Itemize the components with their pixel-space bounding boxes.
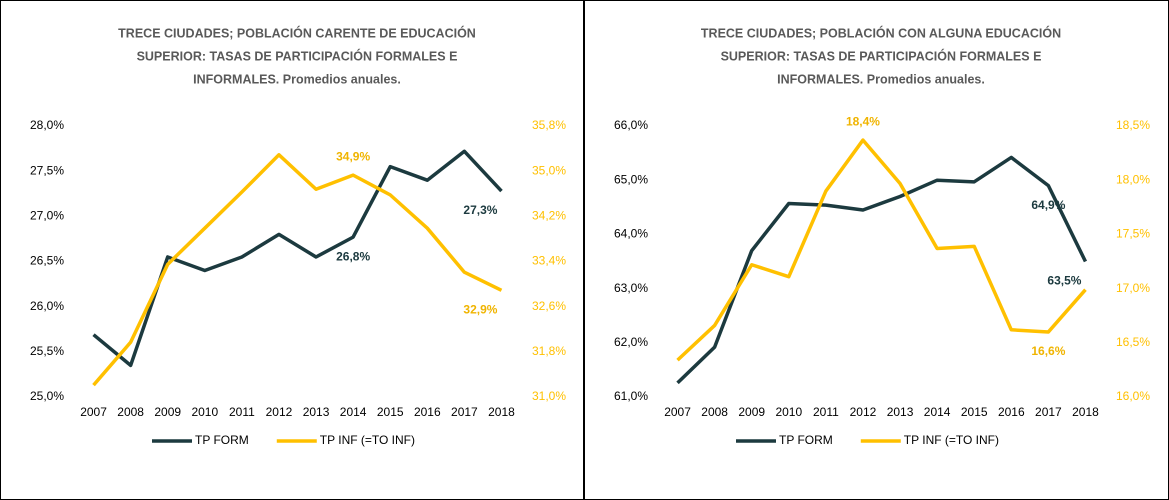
x-tick-label: 2011 <box>813 405 839 419</box>
series-line <box>92 153 503 387</box>
data-label: 34,9% <box>336 149 370 163</box>
x-tick-label: 2010 <box>191 405 218 419</box>
legend-label: TP INF (=TO INF) <box>320 433 415 447</box>
x-tick-label: 2011 <box>229 405 255 419</box>
y2-tick-label: 16,0% <box>1116 389 1150 403</box>
y-tick-label: 26,5% <box>30 254 64 268</box>
data-label: 18,4% <box>846 114 880 128</box>
y-tick-label: 66,0% <box>614 118 648 132</box>
x-tick-label: 2009 <box>154 405 181 419</box>
data-label: 16,6% <box>1031 344 1065 358</box>
y2-tick-label: 17,0% <box>1116 281 1150 295</box>
y-tick-label: 28,0% <box>30 118 64 132</box>
y2-tick-label: 18,5% <box>1116 118 1150 132</box>
x-tick-label: 2012 <box>266 405 293 419</box>
x-tick-label: 2013 <box>887 405 914 419</box>
y2-tick-label: 31,0% <box>532 389 566 403</box>
y-tick-label: 62,0% <box>614 335 648 349</box>
y-tick-label: 61,0% <box>614 389 648 403</box>
y-tick-label: 27,0% <box>30 209 64 223</box>
x-tick-label: 2018 <box>1072 405 1099 419</box>
chart-title: TRECE CIUDADES; POBLACIÓN CON ALGUNA EDU… <box>701 25 1061 40</box>
y2-tick-label: 35,0% <box>532 163 566 177</box>
x-tick-label: 2015 <box>961 405 988 419</box>
y2-tick-label: 16,5% <box>1116 335 1150 349</box>
y2-tick-label: 32,6% <box>532 299 566 313</box>
y2-tick-label: 33,4% <box>532 254 566 268</box>
x-tick-label: 2007 <box>664 405 691 419</box>
chart-title: INFORMALES. Promedios anuales. <box>777 72 985 86</box>
y-tick-label: 63,0% <box>614 281 648 295</box>
y2-tick-label: 35,8% <box>532 118 566 132</box>
series-line <box>676 155 1088 385</box>
x-tick-label: 2008 <box>701 405 728 419</box>
y2-tick-label: 31,8% <box>532 344 566 358</box>
x-tick-label: 2016 <box>414 405 441 419</box>
data-label: 64,9% <box>1031 198 1065 212</box>
x-tick-label: 2008 <box>117 405 144 419</box>
chart-title: INFORMALES. Promedios anuales. <box>193 72 401 86</box>
data-label: 26,8% <box>336 249 370 263</box>
data-label: 32,9% <box>463 302 497 316</box>
data-label: 27,3% <box>463 203 497 217</box>
chart-title: SUPERIOR: TASAS DE PARTICIPACIÓN FORMALE… <box>721 48 1042 63</box>
x-tick-label: 2017 <box>451 405 478 419</box>
x-tick-label: 2016 <box>998 405 1025 419</box>
y-tick-label: 26,0% <box>30 299 64 313</box>
y-tick-label: 65,0% <box>614 172 648 186</box>
legend-label: TP FORM <box>195 433 249 447</box>
x-tick-label: 2015 <box>377 405 404 419</box>
legend-label: TP INF (=TO INF) <box>904 433 999 447</box>
x-tick-label: 2009 <box>738 405 765 419</box>
x-tick-label: 2007 <box>80 405 107 419</box>
y-tick-label: 27,5% <box>30 163 64 177</box>
x-tick-label: 2010 <box>775 405 802 419</box>
x-tick-label: 2014 <box>340 405 367 419</box>
y2-tick-label: 18,0% <box>1116 172 1150 186</box>
y2-tick-label: 17,5% <box>1116 227 1150 241</box>
x-tick-label: 2018 <box>488 405 515 419</box>
y-tick-label: 64,0% <box>614 227 648 241</box>
y2-tick-label: 34,2% <box>532 209 566 223</box>
series-line <box>92 149 503 368</box>
x-tick-label: 2014 <box>924 405 951 419</box>
series-line <box>676 138 1087 362</box>
y-tick-label: 25,0% <box>30 389 64 403</box>
legend-label: TP FORM <box>779 433 833 447</box>
chart-title: TRECE CIUDADES; POBLACIÓN CARENTE DE EDU… <box>118 25 476 40</box>
data-label: 63,5% <box>1047 274 1081 288</box>
chart-title: SUPERIOR: TASAS DE PARTICIPACIÓN FORMALE… <box>137 48 458 63</box>
x-tick-label: 2013 <box>303 405 330 419</box>
x-tick-label: 2017 <box>1035 405 1062 419</box>
x-tick-label: 2012 <box>850 405 877 419</box>
y-tick-label: 25,5% <box>30 344 64 358</box>
